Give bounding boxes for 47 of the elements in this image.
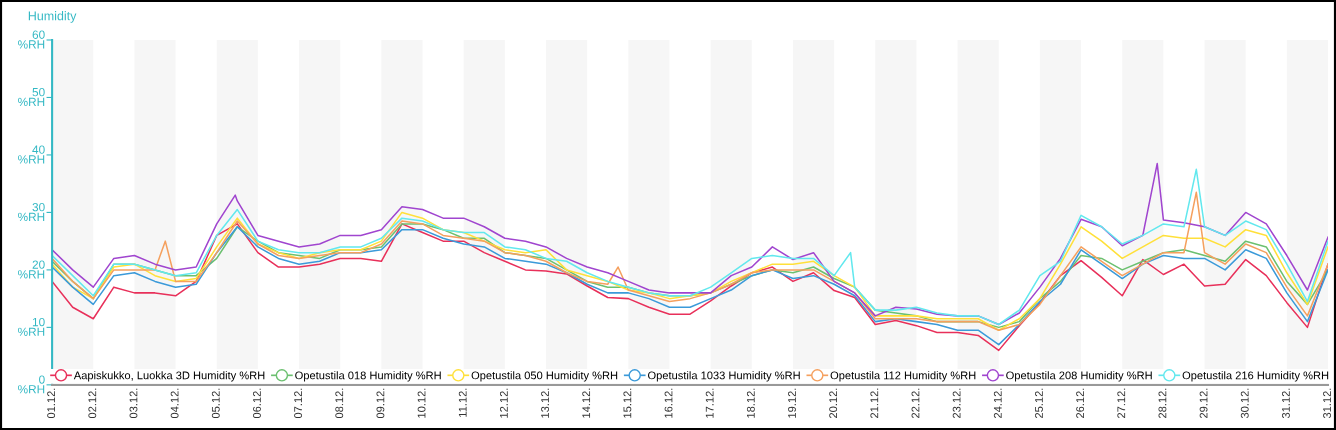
x-tick-label: 19.12.: [788, 388, 796, 418]
x-tick-label: 09.12.: [376, 388, 385, 419]
x-tick-label: 16.12.: [664, 388, 673, 418]
legend-label: Aapiskukko, Luokka 3D Humidity %RH: [73, 371, 265, 382]
y-tick-label: 50 %RH: [18, 88, 45, 107]
x-tick-label: 11.12.: [458, 388, 467, 417]
x-tick-label: 12.12.: [499, 388, 508, 418]
y-tick-label: 60 %RH: [18, 30, 45, 49]
x-tick-label: 18.12.: [746, 388, 755, 418]
x-tick-label: 08.12.: [335, 388, 344, 419]
x-tick-label: 05.12.: [211, 388, 220, 419]
y-tick-label: 30 %RH: [18, 202, 45, 221]
x-tick-label: 21.12.: [870, 388, 879, 418]
legend-label: Opetustila 208 Humidity %RH: [1006, 371, 1152, 382]
y-axis-title: Humidity: [28, 11, 77, 23]
x-tick-label: 07.12.: [294, 388, 303, 419]
x-tick-label: 25.12.: [1035, 388, 1043, 418]
x-tick-label: 31.12.: [1281, 388, 1290, 419]
y-tick-label: 40 %RH: [18, 145, 45, 164]
x-tick-label: 22.12.: [911, 388, 920, 418]
x-tick-label: 20.12.: [829, 388, 838, 418]
x-tick-label: 28.12.: [1158, 388, 1167, 418]
legend-label: Opetustila 050 Humidity %RH: [471, 371, 618, 382]
x-tick-label: 10.12.: [417, 388, 426, 418]
x-tick-label: 14.12.: [582, 388, 591, 418]
x-tick-label: 29.12.: [1199, 388, 1208, 418]
x-tick-label: 15.12.: [623, 388, 632, 418]
x-tick-label: 04.12.: [170, 388, 179, 419]
x-tick-label: 06.12.: [253, 388, 261, 419]
legend-label: Opetustila 1033 Humidity %RH: [648, 371, 800, 382]
legend-label: Opetustila 112 Humidity %RH: [830, 371, 976, 382]
x-tick-label: 03.12.: [129, 388, 138, 419]
x-tick-label: 02.12.: [88, 388, 97, 419]
x-tick-label: 30.12.: [1240, 388, 1249, 419]
y-tick-label: 20 %RH: [18, 260, 45, 279]
x-tick-label: 27.12.: [1117, 388, 1126, 418]
x-tick-label: 17.12.: [705, 388, 714, 418]
y-tick-label: 0 %RH: [18, 375, 45, 394]
x-tick-label: 24.12.: [993, 388, 1002, 418]
x-tick-label: 31.12.: [1323, 388, 1331, 419]
x-tick-label: 01.12.: [47, 388, 56, 419]
legend-label: Opetustila 216 Humidity %RH: [1182, 371, 1329, 382]
x-tick-label: 23.12.: [952, 388, 961, 418]
x-tick-label: 26.12.: [1076, 388, 1085, 418]
x-tick-label: 13.12.: [541, 388, 549, 418]
y-tick-label: 10 %RH: [18, 317, 45, 336]
legend-label: Opetustila 018 Humidity %RH: [295, 371, 441, 382]
